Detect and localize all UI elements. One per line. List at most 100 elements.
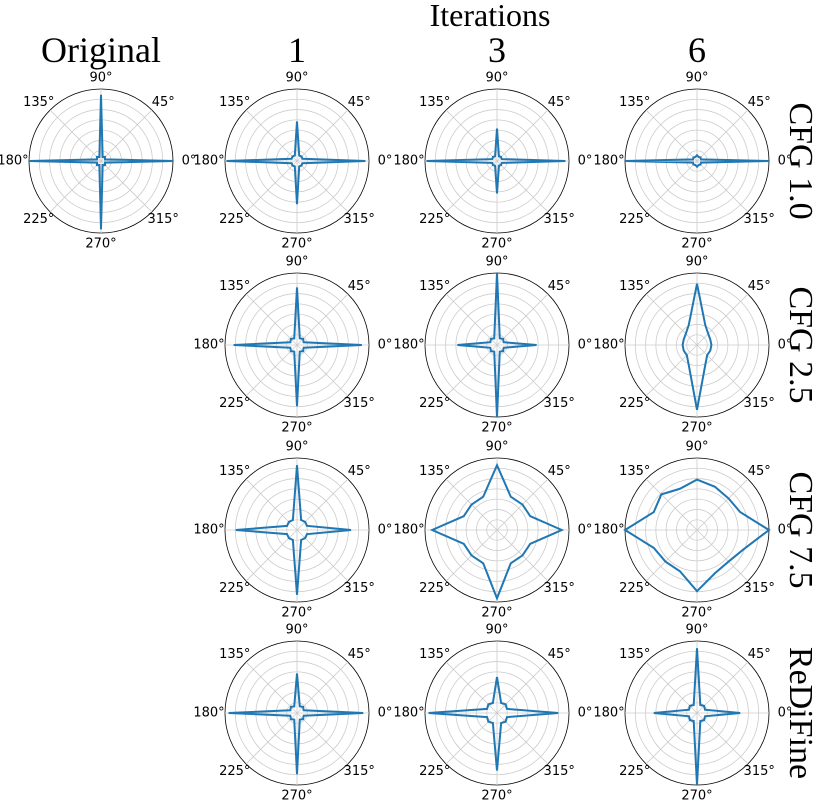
radial-line [624,153,770,169]
angle-label: 135° [23,95,54,110]
radial-line [457,272,537,418]
spoke [245,661,298,714]
angle-label: 45° [748,647,771,662]
spoke [645,529,698,582]
radial-line [653,648,741,786]
spoke [645,109,698,162]
spoke [49,109,102,162]
angle-label: 270° [281,789,312,804]
spoke [696,529,749,582]
column-label: 3 [488,30,506,70]
angle-label: 180° [593,523,624,538]
spoke [645,712,698,765]
polar-plot: 0° 45° 90° 135° 180° 225° 270° 315° [393,71,592,252]
angle-label: 0° [778,154,793,169]
spoke [496,160,549,213]
spoke [696,344,749,397]
angle-label: 270° [681,789,712,804]
spoke [696,712,749,765]
angle-label: 135° [419,464,450,479]
spoke [645,478,698,531]
angle-label: 45° [548,95,571,110]
polar-plot: 0° 45° 90° 135° 180° 225° 270° 315° [0,71,196,252]
radial-line [28,94,174,230]
spoke [696,661,749,714]
polar-plot: 0° 45° 90° 135° 180° 225° 270° 315° [393,440,592,621]
spoke [296,712,349,765]
angle-label: 315° [744,396,775,411]
radial-line [428,676,559,771]
angle-label: 135° [419,95,450,110]
angle-label: 90° [485,623,508,638]
spoke [696,293,749,346]
polar-plot: 0° 45° 90° 135° 180° 225° 270° 315° [393,255,592,436]
spoke [496,109,549,162]
angle-label: 225° [619,581,650,596]
angle-label: 45° [748,279,771,294]
angle-label: 90° [485,440,508,455]
spoke [245,109,298,162]
angle-label: 0° [778,706,793,721]
spoke [445,712,498,765]
angle-label: 90° [285,623,308,638]
angle-label: 315° [544,764,575,779]
angle-label: 180° [193,706,224,721]
angle-label: 45° [348,647,371,662]
spoke [496,344,549,397]
angle-label: 45° [348,95,371,110]
angle-label: 180° [593,154,624,169]
angle-label: 225° [23,212,54,227]
angle-label: 315° [148,212,179,227]
angle-label: 315° [544,581,575,596]
angle-label: 135° [219,647,250,662]
spoke [696,160,749,213]
angle-label: 45° [548,464,571,479]
angle-label: 45° [152,95,175,110]
radial-line [429,462,565,602]
angle-label: 180° [393,706,424,721]
spoke [100,109,153,162]
angle-label: 45° [548,279,571,294]
spoke [496,661,549,714]
spoke [245,344,298,397]
angle-label: 315° [744,581,775,596]
angle-label: 135° [619,95,650,110]
angle-label: 180° [0,154,29,169]
polar-plot: 0° 45° 90° 135° 180° 225° 270° 315° [393,623,592,804]
angle-label: 0° [378,338,393,353]
angle-label: 135° [219,464,250,479]
radial-line [228,673,364,775]
radial-line [233,287,362,407]
angle-label: 270° [481,237,512,252]
angle-label: 180° [593,338,624,353]
angle-label: 90° [485,71,508,86]
spoke [296,661,349,714]
angle-label: 0° [378,706,393,721]
angle-label: 90° [285,440,308,455]
angle-label: 45° [748,95,771,110]
spoke [296,109,349,162]
angle-label: 45° [348,279,371,294]
spoke [296,293,349,346]
radial-line [426,128,566,194]
spoke [445,661,498,714]
angle-label: 270° [481,606,512,621]
angle-label: 270° [281,421,312,436]
angle-label: 0° [578,154,593,169]
angle-label: 0° [378,523,393,538]
angle-label: 90° [685,440,708,455]
angle-label: 0° [182,154,197,169]
angle-label: 315° [744,764,775,779]
angle-label: 180° [593,706,624,721]
radial-line [235,465,352,595]
angle-label: 0° [578,523,593,538]
angle-label: 0° [778,523,793,538]
row-label: CFG 2.5 [782,286,819,403]
spoke [645,661,698,714]
polar-plot: 0° 45° 90° 135° 180° 225° 270° 315° [593,71,792,252]
column-label: 1 [288,30,306,70]
spoke [445,293,498,346]
angle-label: 0° [778,338,793,353]
polar-plot: 0° 45° 90° 135° 180° 225° 270° 315° [193,255,392,436]
angle-label: 135° [219,279,250,294]
